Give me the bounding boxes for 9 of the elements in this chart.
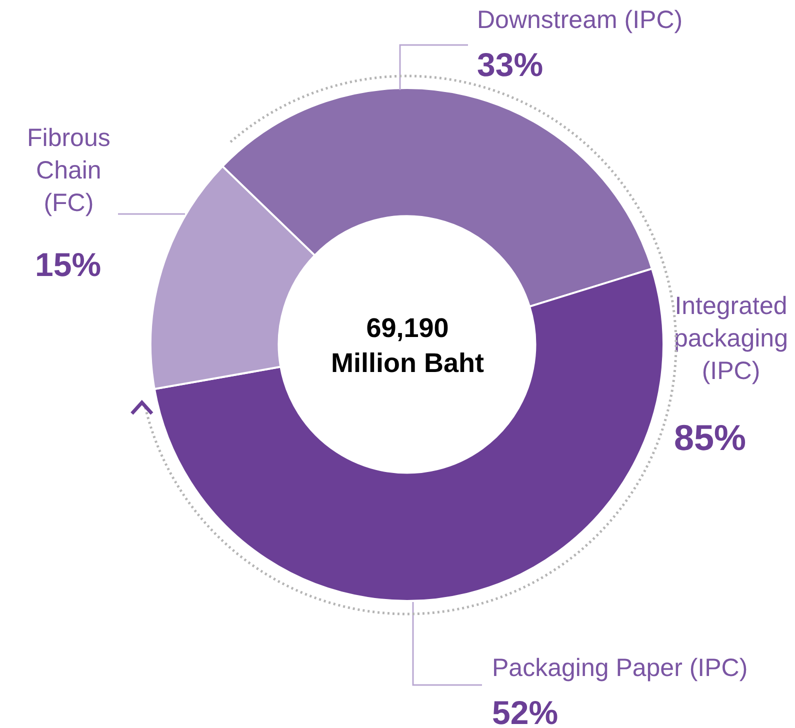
data-label: 33% (477, 46, 544, 83)
text: 69,190 Million Baht (331, 313, 484, 378)
slice-label: Fibrous Chain (FC) (27, 124, 110, 217)
text: 85% (674, 417, 746, 458)
slice-label: Packaging Paper (IPC) (492, 654, 748, 682)
data-label: 15% (35, 246, 102, 283)
text: Integrated packaging (IPC) (674, 292, 788, 385)
data-label: 52% (492, 694, 558, 728)
slice-label: Downstream (IPC) (477, 6, 683, 34)
